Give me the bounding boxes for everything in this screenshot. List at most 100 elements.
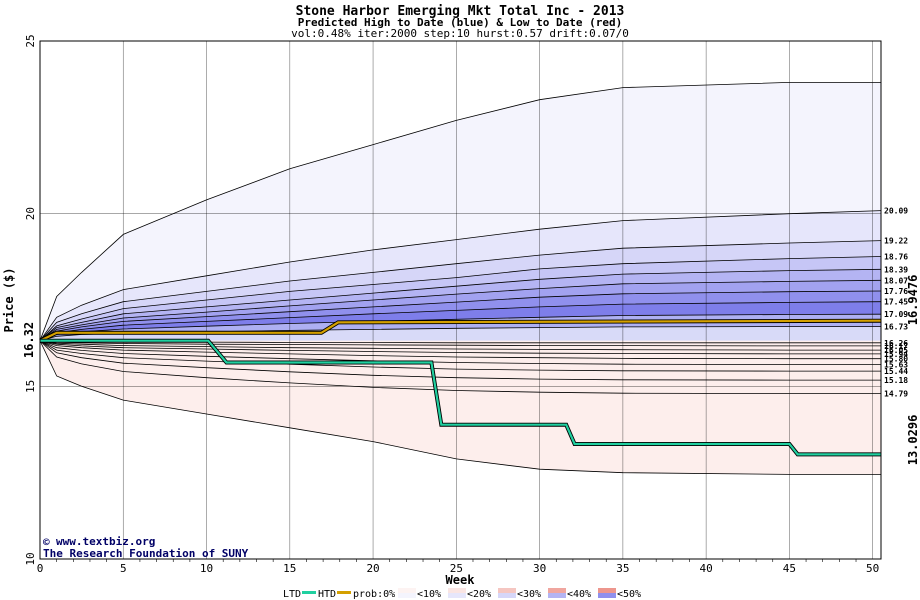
band-label-17.76: 17.76 <box>884 287 908 296</box>
upper-band-line-0 <box>39 82 881 341</box>
band-label-18.76: 18.76 <box>884 252 908 261</box>
upper-band-line-5 <box>39 279 882 342</box>
x-tick-30: 30 <box>533 562 546 575</box>
lower-band-line-9 <box>39 340 881 475</box>
copyright-icon: © <box>43 536 50 549</box>
y-tick-10: 10 <box>24 552 37 565</box>
legend-swatch-red-4 <box>598 588 616 593</box>
upper-band-2 <box>40 240 881 341</box>
upper-band-9 <box>40 326 881 341</box>
x-tick-0: 0 <box>37 562 44 575</box>
lower-band-line-5 <box>39 340 881 365</box>
upper-band-5 <box>40 280 881 341</box>
legend-swatch-blue-0 <box>398 593 416 598</box>
legend-item-3: <40% <box>567 589 591 600</box>
chart-subtitle: Predicted High to Date (blue) & Low to D… <box>298 16 623 29</box>
band-label-15.80: 15.80 <box>884 355 908 364</box>
band-label-15.63: 15.63 <box>884 361 908 370</box>
plot-frame <box>39 40 882 560</box>
band-label-18.39: 18.39 <box>884 265 908 274</box>
y-axis-ticks: 10 15 20 25 <box>24 34 37 565</box>
x-axis-label: Week <box>446 573 476 587</box>
upper-band-line-1 <box>39 210 882 341</box>
legend-swatch-blue-2 <box>498 593 516 598</box>
y-tick-20: 20 <box>24 207 37 220</box>
legend-item-0: <10% <box>417 589 441 600</box>
band-label-16.26: 16.26 <box>884 339 908 348</box>
lower-band-line-7 <box>39 340 881 381</box>
legend-swatch-red-2 <box>498 588 516 593</box>
band-label-16.05: 16.05 <box>884 346 908 355</box>
upper-band-0 <box>40 82 881 341</box>
upper-band-3 <box>40 256 881 341</box>
upper-band-line-2 <box>39 240 882 341</box>
upper-band-7 <box>40 301 881 341</box>
x-tick-50: 50 <box>866 562 879 575</box>
x-tick-45: 45 <box>783 562 796 575</box>
y-tick-25: 25 <box>24 34 37 47</box>
x-tick-40: 40 <box>700 562 713 575</box>
upper-band-line-4 <box>39 268 882 342</box>
band-label-20.09: 20.09 <box>884 207 908 216</box>
ltd-final-value: 13.0296 <box>906 415 920 466</box>
htd-line <box>39 319 882 342</box>
legend-ltd-swatch <box>302 591 316 594</box>
credit-organization: The Research Foundation of SUNY <box>43 547 249 560</box>
legend-item-2: <30% <box>517 589 541 600</box>
legend-item-4: <50% <box>617 589 641 600</box>
x-tick-35: 35 <box>616 562 629 575</box>
lower-band-line-3 <box>39 340 881 355</box>
band-label-15.44: 15.44 <box>884 367 908 376</box>
band-label-15.94: 15.94 <box>884 350 908 359</box>
legend-htd-swatch <box>337 591 351 594</box>
band-label-14.79: 14.79 <box>884 390 908 399</box>
x-tick-10: 10 <box>200 562 213 575</box>
legend-ltd-label: LTD <box>283 589 301 600</box>
credit-website: www.textbiz.org <box>56 535 155 548</box>
lower-band-line-2 <box>39 340 881 351</box>
band-label-17.45: 17.45 <box>884 298 908 307</box>
credit-block: © www.textbiz.org The Research Foundatio… <box>43 535 249 560</box>
band-label-16.73: 16.73 <box>884 323 908 332</box>
upper-band-line-7 <box>39 301 882 342</box>
legend-swatch-red-3 <box>548 588 566 593</box>
legend-swatch-red-1 <box>448 588 466 593</box>
legend: LTD HTD prob:0% <10% <20% <30% <40% <50% <box>283 588 641 600</box>
x-tick-5: 5 <box>120 562 127 575</box>
plot-area <box>39 40 882 560</box>
x-tick-25: 25 <box>450 562 463 575</box>
lower-band-9 <box>40 340 881 475</box>
legend-item-1: <20% <box>467 589 491 600</box>
upper-band-line-3 <box>39 256 882 341</box>
lower-band-line-4 <box>39 340 881 360</box>
legend-swatch-blue-3 <box>548 593 566 598</box>
legend-prob-label: prob:0% <box>353 589 395 600</box>
band-label-18.07: 18.07 <box>884 276 908 285</box>
upper-band-4 <box>40 269 881 341</box>
upper-band-1 <box>40 210 881 341</box>
legend-swatch-red-0 <box>398 588 416 593</box>
y-axis-label: Price ($) <box>2 267 16 332</box>
band-label-17.09: 17.09 <box>884 310 908 319</box>
band-label-16.17: 16.17 <box>884 342 908 351</box>
legend-htd-label: HTD <box>318 589 336 600</box>
chart-title: Stone Harbor Emerging Mkt Total Inc - 20… <box>296 4 625 19</box>
x-axis-ticks: 0 5 10 15 20 25 30 35 40 45 50 <box>37 559 879 575</box>
lower-band-line-8 <box>39 340 881 394</box>
legend-swatch-blue-4 <box>598 593 616 598</box>
band-label-15.18: 15.18 <box>884 376 908 385</box>
x-tick-15: 15 <box>283 562 296 575</box>
chart-params: vol:0.48% iter:2000 step:10 hurst:0.57 d… <box>291 27 629 40</box>
htd-final-value: 16.9476 <box>906 275 920 326</box>
series-lines <box>39 318 882 457</box>
legend-swatch-blue-1 <box>448 593 466 598</box>
band-value-labels: 20.09 19.22 18.76 18.39 18.07 17.76 17.45 17.09… <box>884 207 908 399</box>
x-tick-20: 20 <box>366 562 379 575</box>
upper-band-line-6 <box>39 290 882 342</box>
start-price-label: 16.32 <box>22 322 36 358</box>
y-tick-15: 15 <box>24 380 37 393</box>
ltd-line <box>40 339 881 456</box>
band-label-19.22: 19.22 <box>884 237 908 246</box>
lower-band-line-6 <box>39 340 881 372</box>
